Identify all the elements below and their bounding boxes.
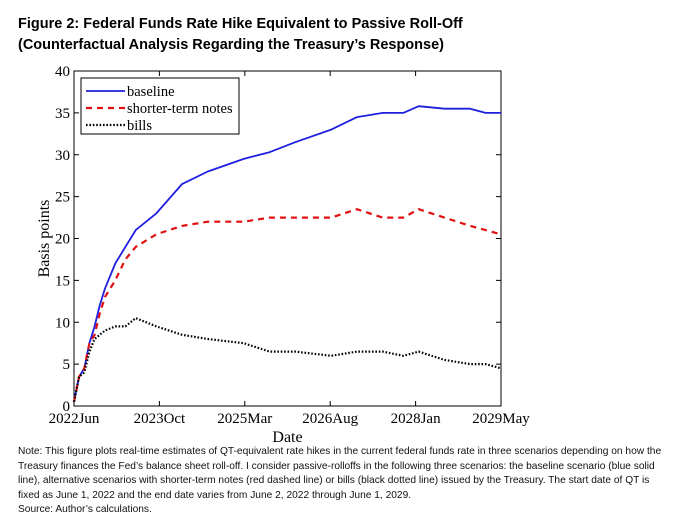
y-tick-label: 40: [55, 64, 70, 80]
legend-label: baseline: [127, 84, 175, 100]
y-tick-label: 30: [55, 148, 70, 164]
series-line-shorter-term-notes: [72, 208, 502, 403]
x-tick-label: 2022Jun: [49, 411, 100, 427]
x-tick-label: 2026Aug: [302, 411, 358, 427]
series-line-bills: [72, 317, 502, 403]
source-text: Source: Author’s calculations.: [18, 504, 152, 516]
y-tick-label: 20: [55, 232, 70, 248]
figure-title-line-1: Figure 2: Federal Funds Rate Hike Equiva…: [18, 16, 463, 32]
x-tick-label: 2028Jan: [391, 411, 441, 427]
x-tick-label: 2029May: [472, 411, 530, 427]
y-tick-label: 35: [55, 106, 70, 122]
x-tick-label: 2023Oct: [134, 411, 186, 427]
legend-label: bills: [127, 118, 152, 134]
y-tick-label: 25: [55, 190, 70, 206]
figure-note: Note: This figure plots real-time estima…: [18, 445, 668, 518]
y-tick-label: 15: [55, 273, 70, 289]
legend-label: shorter-term notes: [127, 101, 233, 117]
line-chart: 0 5 10 15 20 25 30 35 40 2022Jun 2023Oct 2025Mar 202…: [36, 64, 530, 445]
y-tick-label: 0: [63, 399, 71, 415]
x-tick-label: 2025Mar: [217, 411, 272, 427]
y-axis-label: Basis points: [36, 200, 53, 278]
series-line-baseline: [73, 105, 501, 402]
figure-title: Figure 2: Federal Funds Rate Hike Equiva…: [18, 14, 668, 56]
x-axis-label: Date: [272, 429, 302, 445]
y-tick-label: 5: [63, 357, 71, 373]
note-text: Note: This figure plots real-time estima…: [18, 446, 662, 501]
figure-title-line-2: (Counterfactual Analysis Regarding the T…: [18, 37, 444, 53]
y-tick-label: 10: [55, 315, 70, 331]
